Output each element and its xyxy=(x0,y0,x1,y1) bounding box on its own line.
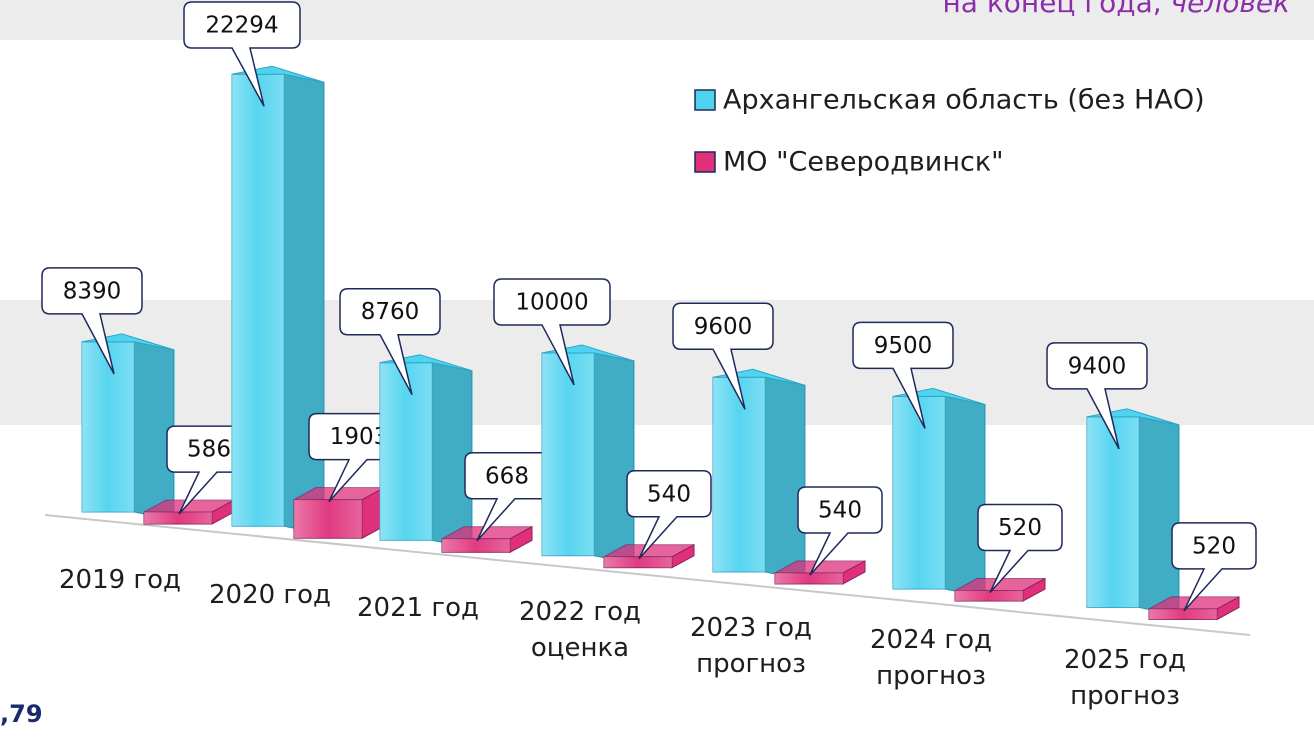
value-label-text: 668 xyxy=(485,463,529,489)
bar-shine xyxy=(542,352,594,556)
legend-label: МО "Северодвинск" xyxy=(723,147,1004,178)
value-label-text: 520 xyxy=(1192,533,1236,559)
bar-shine xyxy=(893,396,945,590)
bar-shine xyxy=(294,499,362,539)
callout-box xyxy=(493,278,611,386)
bar-side-shade xyxy=(1139,416,1179,616)
callout-box xyxy=(852,321,954,429)
title-text: на конец года, xyxy=(942,0,1161,19)
x-tick-label: 2020 год xyxy=(209,580,331,610)
value-label: 9500 xyxy=(852,321,954,429)
bar-shine xyxy=(1087,416,1139,608)
bar-shine xyxy=(604,556,672,568)
value-label-text: 9400 xyxy=(1068,353,1127,379)
callout-box xyxy=(339,287,441,396)
value-label-text: 9600 xyxy=(694,314,753,340)
x-tick-label: 2025 год прогноз xyxy=(1064,645,1186,711)
value-label: 9400 xyxy=(1046,342,1148,450)
callout-box xyxy=(672,302,774,410)
value-label: 8390 xyxy=(41,267,143,375)
bar-shine xyxy=(232,74,284,527)
value-label-text: 10000 xyxy=(515,289,588,315)
callout-box xyxy=(626,470,712,560)
callout-box xyxy=(1046,342,1148,450)
legend-label: Архангельская область (без НАО) xyxy=(723,85,1205,116)
value-label-text: 1903 xyxy=(330,424,389,450)
bar-side-shade xyxy=(432,362,472,549)
x-tick-label: 2023 год прогноз xyxy=(690,613,812,679)
value-label-text: 22294 xyxy=(205,13,278,39)
bar-side-shade xyxy=(765,377,805,580)
value-label-text: 9500 xyxy=(874,333,933,359)
value-label: 9600 xyxy=(672,302,774,410)
value-label-text: 8760 xyxy=(361,299,420,325)
callout-box xyxy=(41,267,143,375)
bar-side-shade xyxy=(594,352,634,564)
x-tick-label: 2022 год оценка xyxy=(519,597,641,663)
value-label: 22294 xyxy=(183,1,301,107)
callout-box xyxy=(797,486,883,576)
value-label: 10000 xyxy=(493,278,611,386)
baseline xyxy=(44,514,1251,636)
value-label: 520 xyxy=(1171,522,1257,612)
chart-title: на конец года, человек xyxy=(942,0,1290,19)
bar-side-shade xyxy=(134,341,174,520)
x-tick-label: 2019 год xyxy=(59,565,181,595)
callout-box xyxy=(183,1,301,107)
x-tick-label: 2024 год прогноз xyxy=(870,625,992,691)
bar-shine xyxy=(442,538,510,553)
callout-box xyxy=(977,503,1063,594)
bar-shine xyxy=(144,512,212,524)
title-unit: человек xyxy=(1171,0,1291,19)
value-label-text: 586 xyxy=(187,437,231,463)
annotation: ,79 xyxy=(0,700,43,728)
value-label: 8760 xyxy=(339,287,441,396)
value-label-text: 540 xyxy=(818,497,862,523)
bar-shine xyxy=(380,362,432,541)
bar-shine xyxy=(713,377,765,572)
legend-swatch xyxy=(694,89,716,111)
value-label: 540 xyxy=(797,486,883,576)
bar-shine xyxy=(955,590,1023,602)
value-label-text: 520 xyxy=(998,515,1042,541)
value-label: 520 xyxy=(977,503,1063,594)
legend-swatch xyxy=(694,151,716,173)
x-tick-label: 2021 год xyxy=(357,593,479,623)
bar-shine xyxy=(1149,608,1217,620)
value-label: 668 xyxy=(464,452,550,542)
value-label-text: 540 xyxy=(647,481,691,507)
value-label: 540 xyxy=(626,470,712,560)
value-label-text: 8390 xyxy=(63,278,122,304)
bar-shine xyxy=(775,572,843,584)
bar-shine xyxy=(82,341,134,512)
callout-box xyxy=(1171,522,1257,612)
bar-side-shade xyxy=(284,74,324,535)
bar-side-shade xyxy=(945,396,985,598)
